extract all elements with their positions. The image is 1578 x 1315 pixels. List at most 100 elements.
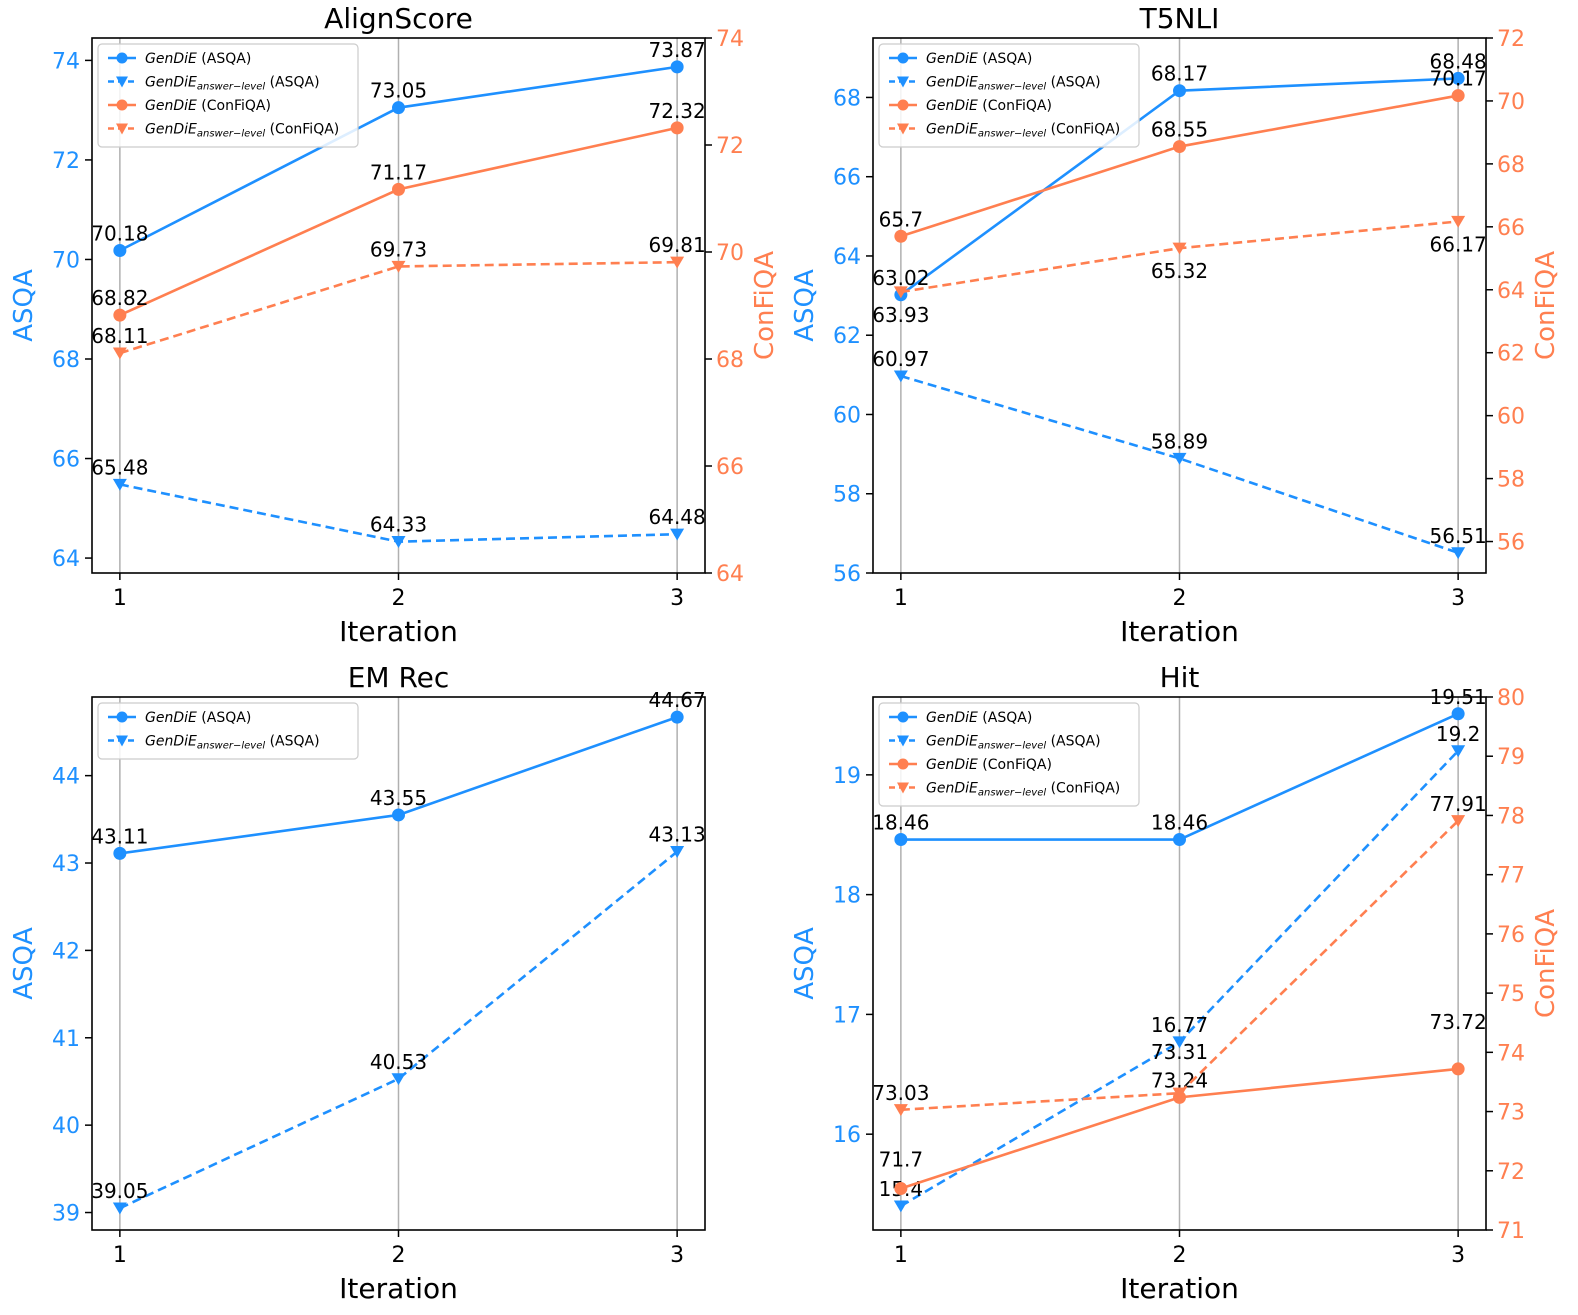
legend-box: [878, 43, 1140, 148]
x-tick-label: 1: [894, 586, 908, 611]
data-point: [113, 308, 127, 322]
legend-entry: GenDiEanswer−level (ASQA): [889, 734, 1101, 752]
legend-marker: [897, 123, 909, 135]
legend-entry: GenDiE (ASQA): [889, 51, 1032, 67]
data-label: 65.32: [1151, 259, 1208, 283]
y-tick-label-left: 17: [833, 1003, 861, 1028]
data-label: 72.32: [649, 99, 706, 123]
data-label: 66.17: [1430, 232, 1487, 256]
y-tick-label-right: 77: [1497, 864, 1525, 889]
data-point: [391, 260, 406, 273]
y-tick-label-right: 71: [1497, 1219, 1525, 1244]
data-point: [1173, 140, 1186, 154]
data-point: [1451, 89, 1465, 103]
y-tick-label-right: 72: [1497, 27, 1525, 52]
data-label: 68.48: [1430, 49, 1487, 73]
legend-label-tail: (ASQA): [1046, 75, 1100, 91]
chart-panel-4: Hit 1 2 3 Iteration 16 17 18 19 ASQA 71 72 73 74 75 76 7…: [790, 661, 1561, 1305]
legend-marker: [897, 782, 909, 794]
legend-marker: [116, 711, 128, 723]
data-label: 18.46: [1151, 811, 1208, 835]
x-axis-label: Iteration: [339, 1272, 458, 1305]
y-tick-label-left: 39: [52, 1202, 80, 1227]
y-tick-label-left: 18: [833, 884, 861, 909]
data-label: 70.18: [91, 222, 148, 246]
legend-label-tail: (ConFiQA): [978, 98, 1052, 114]
y-tick-label-left: 40: [52, 1114, 80, 1139]
data-point: [1173, 833, 1186, 847]
data-label: 71.17: [370, 160, 427, 184]
y-tick-label-right: 74: [1497, 1041, 1525, 1066]
legend-label-main: GenDiE: [926, 98, 978, 114]
data-point: [1451, 547, 1466, 560]
legend-label: GenDiEanswer−level (ASQA): [145, 734, 320, 752]
y-tick-label-left: 74: [52, 49, 80, 74]
legend-label-main: GenDiE: [926, 51, 978, 67]
y-tick-label-right: 60: [1497, 405, 1525, 430]
data-point: [893, 1200, 908, 1213]
y-tick-label-right: 72: [1497, 1160, 1525, 1185]
y-tick-label-left: 19: [833, 764, 861, 789]
x-axis-label: Iteration: [1120, 1272, 1239, 1305]
legend-marker: [897, 76, 909, 88]
x-tick-label: 1: [894, 1243, 908, 1268]
y-tick-label-right: 56: [1497, 531, 1525, 556]
y-tick-label-right: 74: [716, 27, 744, 52]
data-label: 43.13: [649, 823, 706, 847]
data-point: [670, 121, 684, 135]
x-tick-label: 2: [392, 1243, 406, 1268]
legend-marker: [897, 52, 909, 64]
y-tick-label-right: 68: [1497, 153, 1525, 178]
data-point: [1451, 71, 1465, 85]
legend-entry: GenDiE (ConFiQA): [889, 98, 1052, 114]
legend-label-sub: answer−level: [197, 741, 265, 752]
legend-label-main: GenDiE: [145, 75, 197, 91]
y-tick-label-right: 73: [1497, 1101, 1525, 1126]
data-label: 19.2: [1436, 722, 1481, 746]
chart-panel-3: EM Rec 1 2 3 Iteration 39 40 41 42 43 44 ASQA 43.11 4…: [9, 661, 706, 1305]
data-point: [112, 478, 127, 491]
data-point: [112, 1202, 127, 1215]
data-label: 65.7: [879, 207, 924, 231]
legend-label-tail: (ASQA): [197, 710, 251, 726]
data-point: [391, 536, 406, 548]
legend-marker: [116, 52, 128, 64]
legend-label-main: GenDiE: [926, 75, 978, 91]
x-tick-label: 3: [1451, 1243, 1465, 1268]
data-point: [670, 710, 684, 724]
legend-box: [97, 702, 359, 760]
y-tick-label-right: 64: [716, 562, 744, 587]
data-label: 73.03: [872, 1081, 929, 1105]
y-axis-label-left: ASQA: [790, 927, 820, 1000]
legend-label-main: GenDiE: [926, 122, 978, 138]
data-point: [113, 244, 127, 258]
legend-label-main: GenDiE: [145, 734, 197, 750]
legend-label-tail: (ASQA): [978, 51, 1032, 67]
data-label: 16.77: [1151, 1013, 1208, 1037]
legend-label-tail: (ConFiQA): [1046, 122, 1120, 138]
legend-entry: GenDiEanswer−level (ConFiQA): [889, 781, 1120, 799]
legend-label: GenDiE (ASQA): [145, 51, 251, 67]
data-label: 73.87: [649, 38, 706, 62]
legend-label-tail: (ConFiQA): [197, 98, 271, 114]
chart-panel-2: T5NLI 1 2 3 Iteration 56 58 60 62 64 66 68 ASQA 56 58 6…: [790, 2, 1561, 648]
y-tick-label-left: 58: [833, 483, 861, 508]
y-tick-label-right: 72: [716, 134, 744, 159]
y-tick-label-right: 62: [1497, 342, 1525, 367]
data-label: 19.51: [1430, 685, 1487, 709]
data-point: [893, 370, 908, 383]
legend-entry: GenDiEanswer−level (ASQA): [889, 75, 1101, 93]
data-point: [670, 528, 685, 541]
data-label: 68.11: [91, 324, 148, 348]
data-label: 63.02: [872, 266, 929, 290]
legend-entry: GenDiE (ASQA): [108, 710, 251, 726]
legend-entry: GenDiEanswer−level (ConFiQA): [108, 122, 339, 140]
legend-label-main: GenDiE: [926, 734, 978, 750]
series-line: [119, 850, 678, 1210]
y-tick-label-left: 16: [833, 1123, 861, 1148]
data-label: 40.53: [370, 1050, 427, 1074]
legend-label-main: GenDiE: [145, 122, 197, 138]
y-axis-label-left: ASQA: [9, 927, 39, 1000]
legend-label-sub: answer−level: [197, 129, 265, 140]
data-point: [1451, 215, 1466, 228]
